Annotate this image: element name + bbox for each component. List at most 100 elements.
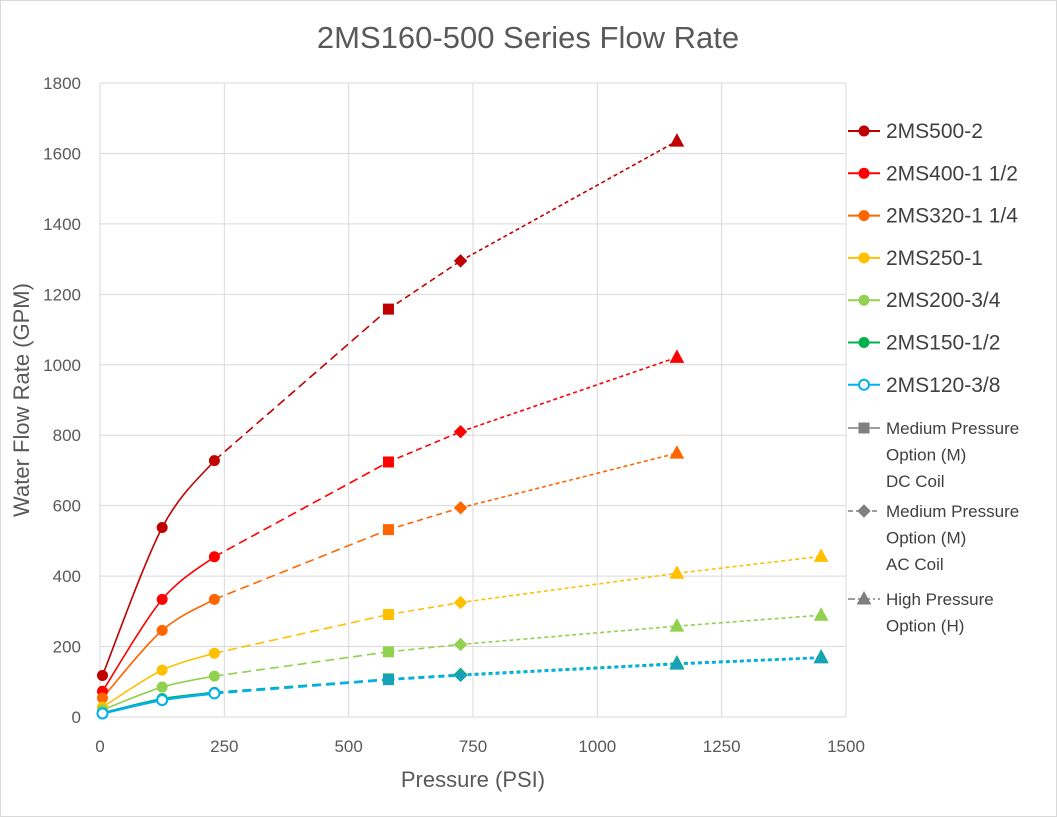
legend-option-label: AC Coil [886, 555, 944, 574]
y-tick-label: 1200 [43, 285, 81, 304]
legend-marker [858, 337, 870, 348]
legend-label: 2MS320-1 1/4 [886, 205, 1018, 228]
legend-option-label: Option (M) [886, 529, 966, 548]
legend-item: 2MS250-1 [848, 247, 983, 270]
data-point-medium-dc [382, 609, 394, 621]
data-point-medium-ac [453, 637, 468, 652]
legend-label: 2MS200-3/4 [886, 289, 1001, 312]
series-line-high [676, 656, 822, 666]
legend-marker [858, 252, 870, 264]
series-line-medium-dc [214, 528, 389, 601]
series-line-high [460, 452, 678, 509]
data-point-standard [208, 647, 220, 659]
data-point-high [813, 607, 829, 621]
series-line-high [676, 614, 822, 627]
data-point-standard [156, 624, 168, 636]
data-point-high [669, 618, 685, 632]
legend-option-item: Medium Pressure Option (M) AC Coil [848, 502, 1019, 574]
legend-item: 2MS150-1/2 [848, 332, 1000, 355]
legend-item: 2MS120-3/8 [848, 374, 1000, 397]
legend: 2MS500-2 2MS400-1 1/2 2MS320-1 1/4 2MS250-1… [848, 120, 1019, 636]
legend-label: 2MS500-2 [886, 120, 983, 143]
legend-label: 2MS400-1 1/2 [886, 162, 1018, 185]
y-tick-label: 1400 [43, 215, 81, 234]
series-line-medium-dc [213, 308, 389, 462]
series-line-standard [102, 675, 215, 711]
data-point-high [813, 649, 829, 664]
chart-title: 2MS160-500 Series Flow Rate [317, 20, 739, 55]
series-line-high [460, 572, 678, 604]
data-point-standard [156, 664, 168, 676]
x-tick-label: 1000 [578, 737, 616, 756]
legend-option-label: High Pressure [886, 590, 994, 609]
legend-label: 2MS120-3/8 [886, 374, 1000, 397]
legend-option-marker [858, 422, 870, 434]
series-line-medium-dc [214, 678, 389, 695]
y-tick-label: 1600 [43, 144, 81, 163]
data-point-medium-dc [382, 524, 394, 536]
series-line-high [676, 555, 822, 575]
legend-item: 2MS400-1 1/2 [848, 162, 1018, 185]
data-point-medium-dc [382, 456, 394, 468]
legend-option-marker [857, 504, 871, 518]
legend-option-item: High Pressure Option (H) [848, 590, 994, 636]
data-point-medium-dc [382, 674, 394, 686]
data-point-standard [96, 707, 109, 720]
data-point-standard [208, 551, 220, 563]
data-point-standard [96, 669, 108, 681]
data-point-high [669, 656, 685, 670]
grid-lines [99, 82, 847, 718]
data-point-standard [208, 687, 221, 700]
y-tick-label: 0 [72, 708, 81, 727]
legend-marker [858, 294, 870, 306]
legend-item: 2MS500-2 [848, 120, 983, 143]
series-line-medium-dc [214, 461, 389, 558]
data-point-high [813, 548, 829, 562]
data-point-high [669, 445, 685, 459]
x-tick-label: 0 [95, 737, 104, 756]
data-point-medium-ac [453, 595, 468, 610]
legend-option-label: Option (H) [886, 617, 964, 636]
legend-item: 2MS200-3/4 [848, 289, 1001, 312]
legend-marker [858, 378, 870, 391]
x-tick-label: 1500 [827, 737, 865, 756]
series-line-medium-dc [214, 613, 389, 655]
series-line-medium-dc [214, 651, 389, 677]
series-line-medium-ac [388, 674, 461, 681]
legend-option-item: Medium Pressure Option (M) DC Coil [848, 419, 1019, 491]
data-point-standard [156, 681, 168, 693]
data-point-medium-ac [453, 501, 468, 515]
data-point-high [669, 349, 685, 363]
series-lines [101, 140, 822, 715]
series-line-high [460, 140, 678, 262]
data-point-standard [208, 593, 220, 605]
data-point-medium-ac [453, 254, 468, 268]
legend-marker [858, 125, 870, 137]
x-tick-label: 750 [459, 737, 487, 756]
y-tick-label: 200 [53, 638, 81, 657]
x-axis-label: Pressure (PSI) [401, 767, 545, 792]
data-point-medium-ac [453, 424, 468, 439]
axes: 0 200 400 600 800 1000 1200 1400 1600 1800 0 250 500… [43, 74, 865, 756]
data-point-high [669, 133, 685, 147]
data-point-medium-dc [382, 646, 394, 658]
y-axis-label: Water Flow Rate (GPM) [9, 283, 34, 517]
y-tick-label: 1000 [43, 356, 81, 375]
data-point-medium-ac [453, 668, 468, 683]
x-tick-label: 250 [210, 737, 238, 756]
legend-option-label: Option (M) [886, 446, 966, 465]
series-line-medium-ac [388, 643, 461, 653]
data-point-standard [156, 593, 168, 605]
series-line-medium-ac [388, 601, 461, 616]
y-tick-label: 800 [53, 426, 81, 445]
data-point-standard [96, 692, 108, 704]
x-tick-label: 500 [334, 737, 362, 756]
data-point-high [669, 565, 685, 579]
legend-option-label: DC Coil [886, 472, 945, 491]
legend-option-label: Medium Pressure [886, 502, 1019, 521]
series-line-high [460, 356, 678, 433]
series-line-medium-ac [388, 260, 462, 310]
legend-marker [858, 167, 870, 179]
legend-label: 2MS150-1/2 [886, 332, 1000, 355]
